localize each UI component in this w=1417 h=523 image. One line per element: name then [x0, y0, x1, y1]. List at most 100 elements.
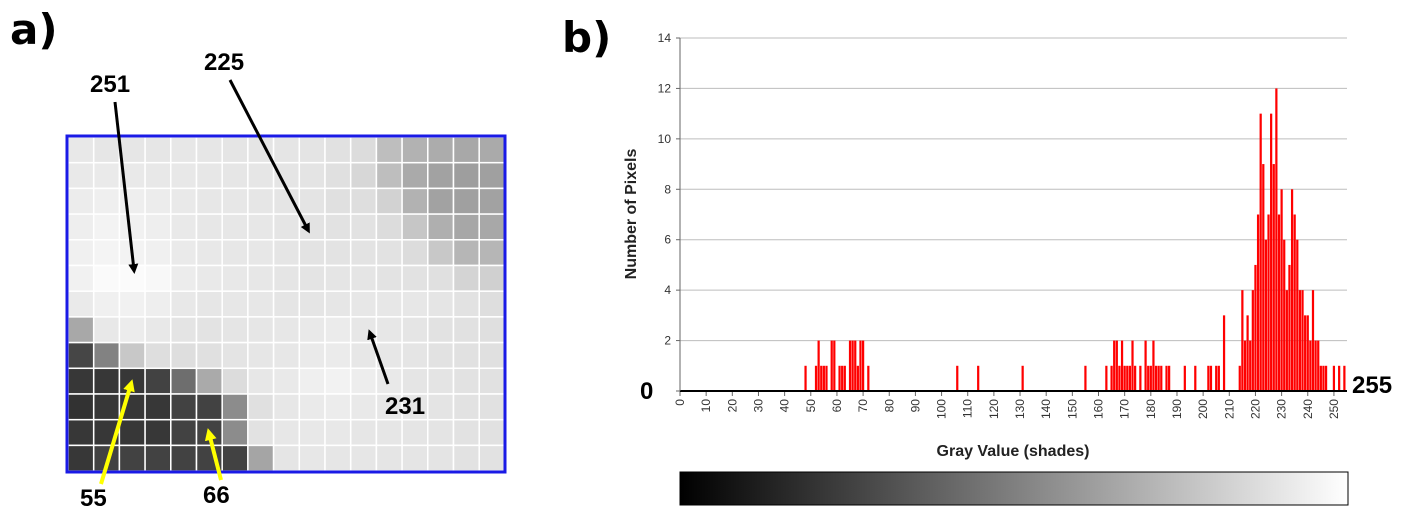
histogram-bar: [1288, 264, 1291, 391]
pixel-cell: [427, 290, 455, 318]
x-tick-label: 160: [1092, 399, 1106, 419]
pixel-cell: [195, 316, 223, 344]
histogram-bar: [1126, 365, 1129, 391]
histogram-bar: [1243, 340, 1247, 391]
pixel-cell: [92, 264, 121, 292]
pixel-cell: [349, 341, 378, 370]
histogram-bar: [1120, 340, 1124, 391]
histogram-bar: [1118, 365, 1121, 391]
pixel-cell: [144, 444, 172, 472]
pixel-cell: [401, 290, 429, 318]
pixel-cell: [427, 239, 455, 267]
pixel-cell: [92, 290, 121, 318]
pixel-cell: [247, 341, 275, 370]
pixel-cell: [118, 290, 146, 318]
x-axis-title: Gray Value (shades): [937, 443, 1090, 460]
histogram-bar: [856, 365, 859, 391]
pixel-cell: [452, 418, 480, 447]
pixel-cell: [349, 290, 378, 318]
histogram-bar: [1309, 340, 1312, 391]
pixel-cell: [401, 367, 429, 395]
pixel-cell: [144, 187, 172, 215]
pixel-cell: [478, 213, 506, 241]
x-tick-label: 230: [1275, 399, 1289, 419]
pixel-cell: [298, 444, 326, 472]
pixel-cell: [427, 367, 455, 395]
y-tick-label: 10: [658, 132, 672, 146]
pixel-cell: [401, 187, 429, 215]
pixel-cell: [67, 239, 95, 267]
range-end-label: 255: [1352, 372, 1392, 399]
x-tick-label: 100: [935, 399, 949, 419]
y-tick-label: 12: [658, 81, 672, 95]
pixel-cell: [144, 213, 172, 241]
pixel-cell: [324, 264, 352, 292]
histogram-bar: [1319, 365, 1322, 391]
pixel-cell: [272, 444, 301, 472]
pixel-cell: [67, 290, 95, 318]
histogram-bar: [859, 340, 862, 391]
pixel-cell: [195, 161, 223, 190]
histogram-bar: [838, 365, 841, 391]
pixel-cell: [144, 239, 172, 267]
pixel-cell: [349, 136, 378, 164]
pixel-cell: [375, 264, 403, 292]
pixel-cell: [401, 213, 429, 241]
pixel-cell: [92, 136, 121, 164]
y-tick-label: 4: [664, 283, 671, 297]
callout-label-225: 225: [204, 49, 244, 76]
pixel-cell: [349, 264, 378, 292]
callout-arrow-225: [228, 79, 310, 234]
pixel-cell: [67, 341, 95, 370]
pixel-cell: [401, 444, 429, 472]
pixel-cell: [478, 264, 506, 292]
x-tick-label: 60: [830, 399, 844, 413]
callout-arrow-55: [99, 379, 135, 485]
histogram-bar: [822, 365, 825, 391]
histogram-bar: [1123, 365, 1126, 391]
histogram-bar: [1154, 365, 1158, 391]
histogram-bar: [1246, 315, 1249, 391]
pixel-cell: [272, 213, 301, 241]
pixel-cell: [92, 316, 121, 344]
histogram-bar: [977, 365, 980, 391]
pixel-cell: [67, 136, 95, 164]
pixel-cell: [195, 239, 223, 267]
histogram-bar: [956, 365, 959, 391]
pixel-cell: [221, 187, 249, 215]
pixel-grid: [67, 136, 506, 472]
x-tick-label: 0: [673, 399, 687, 406]
pixel-cell: [272, 136, 301, 164]
histogram-bar: [1134, 365, 1137, 391]
histogram-bar: [843, 365, 846, 391]
x-tick-label: 120: [987, 399, 1001, 419]
x-tick-label: 20: [725, 399, 739, 413]
x-tick-label: 70: [856, 399, 870, 413]
pixel-cell: [170, 187, 198, 215]
pixel-cell: [170, 418, 198, 447]
histogram-bar: [1267, 214, 1270, 391]
pixel-cell: [118, 444, 146, 472]
x-tick-label: 240: [1301, 399, 1315, 419]
histogram-bar: [820, 365, 823, 391]
pixel-cell: [427, 341, 455, 370]
histogram-bar: [1021, 365, 1024, 391]
pixel-cell: [144, 316, 172, 344]
pixel-cell: [427, 393, 455, 421]
pixel-cell: [118, 316, 146, 344]
pixel-cell: [478, 444, 506, 472]
histogram-bar: [814, 365, 818, 391]
pixel-cell: [67, 367, 95, 395]
pixel-cell: [92, 367, 121, 395]
pixel-cell: [324, 393, 352, 421]
callout-arrow-66: [204, 428, 223, 481]
histogram-bar: [1293, 214, 1296, 391]
histogram-chart: 2 4 6 8 10 12 14 0 10 20 30 40 50 60 70 80 90 100 110 120 1…: [623, 31, 1347, 460]
pixel-cell: [272, 341, 301, 370]
pixel-cell: [92, 187, 121, 215]
pixel-cell: [452, 161, 480, 190]
histogram-bar: [1144, 340, 1147, 391]
histogram-bar: [1270, 113, 1273, 391]
pixel-cell: [195, 136, 223, 164]
pixel-cell: [298, 418, 326, 447]
